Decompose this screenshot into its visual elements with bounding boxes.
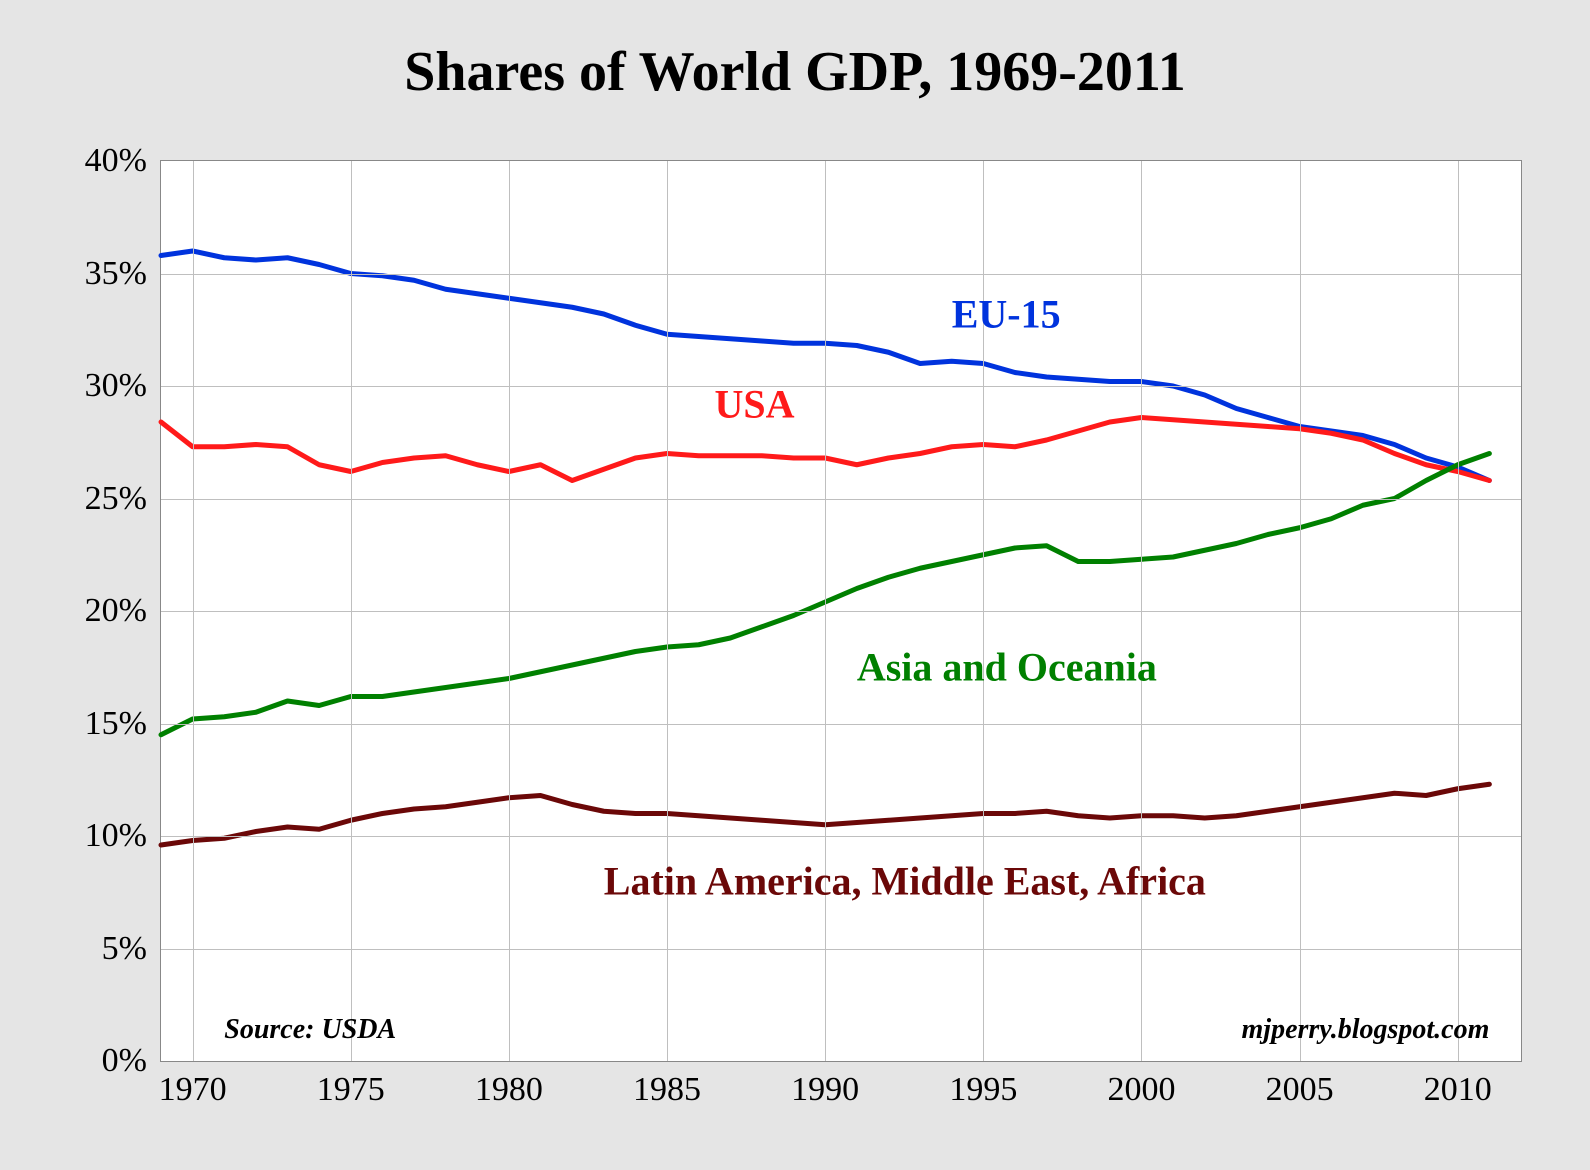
gridline-h [161, 386, 1521, 387]
series-label-eu15: EU-15 [952, 291, 1061, 338]
series-label-lam: Latin America, Middle East, Africa [604, 858, 1206, 905]
y-tick-label: 30% [85, 367, 161, 405]
y-tick-label: 10% [85, 817, 161, 855]
gridline-h [161, 836, 1521, 837]
x-tick-label: 2010 [1424, 1061, 1492, 1109]
y-tick-label: 40% [85, 142, 161, 180]
chart-title: Shares of World GDP, 1969-2011 [0, 40, 1590, 104]
gridline-v [825, 161, 826, 1061]
chart-page: Shares of World GDP, 1969-2011 0%5%10%15… [0, 0, 1590, 1170]
y-tick-label: 35% [85, 255, 161, 293]
gridline-v [1458, 161, 1459, 1061]
x-tick-label: 1970 [159, 1061, 227, 1109]
source-label: Source: USDA [224, 1014, 396, 1046]
gridline-v [1300, 161, 1301, 1061]
gridline-v [351, 161, 352, 1061]
series-label-usa: USA [714, 381, 794, 428]
y-tick-label: 0% [102, 1042, 161, 1080]
y-tick-label: 15% [85, 705, 161, 743]
y-tick-label: 20% [85, 592, 161, 630]
series-label-asia: Asia and Oceania [857, 644, 1157, 691]
x-tick-label: 1990 [791, 1061, 859, 1109]
gridline-h [161, 611, 1521, 612]
gridline-v [193, 161, 194, 1061]
y-tick-label: 5% [102, 930, 161, 968]
x-tick-label: 2005 [1266, 1061, 1334, 1109]
x-tick-label: 1975 [317, 1061, 385, 1109]
y-tick-label: 25% [85, 480, 161, 518]
plot-wrap: 0%5%10%15%20%25%30%35%40%197019751980198… [160, 160, 1520, 1060]
gridline-v [1141, 161, 1142, 1061]
x-tick-label: 1985 [633, 1061, 701, 1109]
credit-label: mjperry.blogspot.com [1242, 1014, 1490, 1046]
x-tick-label: 1995 [949, 1061, 1017, 1109]
gridline-v [509, 161, 510, 1061]
x-tick-label: 2000 [1107, 1061, 1175, 1109]
plot-area: 0%5%10%15%20%25%30%35%40%197019751980198… [160, 160, 1522, 1062]
gridline-h [161, 274, 1521, 275]
gridline-h [161, 949, 1521, 950]
x-tick-label: 1980 [475, 1061, 543, 1109]
gridline-h [161, 724, 1521, 725]
gridline-v [667, 161, 668, 1061]
gridline-h [161, 499, 1521, 500]
